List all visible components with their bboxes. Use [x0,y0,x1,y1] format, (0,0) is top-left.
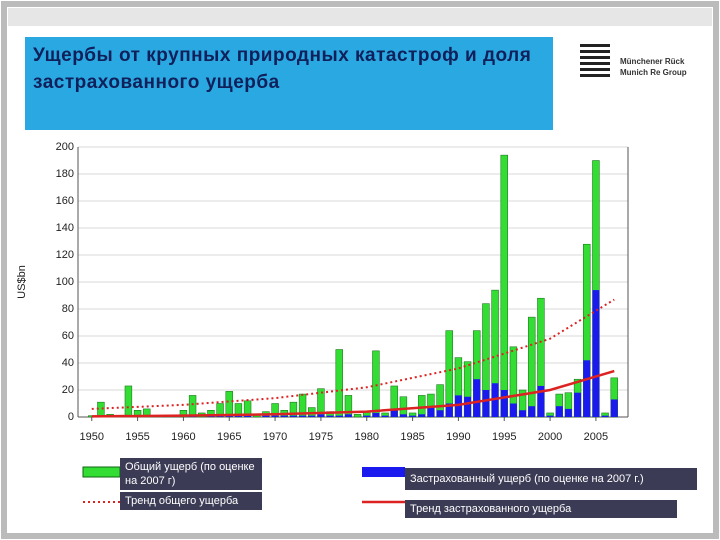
logo: Münchener Rück Munich Re Group [620,56,687,78]
bar [564,408,572,417]
bar [528,406,536,417]
bar [317,414,325,417]
bar [546,415,554,417]
bar [188,395,197,418]
legend-swatch [82,466,121,478]
bar [262,415,270,417]
x-tick-label: 2005 [584,431,608,443]
bar [179,410,188,418]
x-tick-label: 1985 [400,431,424,443]
bar [454,395,462,417]
y-tick-label: 60 [62,330,74,342]
bar [601,415,609,417]
bar [418,414,426,417]
legend-label: Тренд застрахованного ущерба [405,500,677,518]
bar [353,414,362,418]
y-axis-label: US$bn [16,265,28,299]
legend-label: Общий ущерб (по оценке на 2007 г) [120,458,262,490]
bar [436,410,444,417]
bar [335,349,343,418]
top-band [8,8,712,26]
bar [528,316,536,418]
bar [482,390,490,417]
y-tick-label: 120 [56,249,74,261]
bar [225,391,233,418]
bar [381,415,389,417]
x-tick-label: 2000 [538,431,562,443]
x-tick-label: 1960 [171,431,195,443]
legend-label: Застрахованный ущерб (по оценке на 2007 … [405,468,697,490]
bar [399,414,407,417]
logo-icon [580,44,610,77]
x-tick-label: 1980 [355,431,379,443]
y-tick-label: 200 [56,141,74,153]
bar [124,385,133,418]
x-tick-label: 1995 [492,431,516,443]
y-tick-label: 40 [62,357,74,369]
title: Ущербы от крупных природных катастроф и … [25,37,553,130]
bar [555,406,563,417]
x-tick-label: 1955 [125,431,149,443]
y-tick-label: 160 [56,195,74,207]
bar [519,410,527,417]
bar [234,415,242,417]
trend-line [91,369,615,418]
bar [326,415,334,417]
bar [344,395,353,418]
bar [610,399,618,417]
bar [363,415,371,417]
logo-line: Munich Re Group [620,68,687,77]
x-tick-label: 1975 [309,431,333,443]
x-tick-label: 1970 [263,431,287,443]
y-tick-label: 20 [62,384,74,396]
bar [537,385,545,417]
x-tick-label: 1965 [217,431,241,443]
bar [299,415,307,417]
y-tick-label: 100 [56,276,74,288]
bar [372,350,380,418]
x-tick-label: 1990 [446,431,470,443]
legend-swatch [362,467,405,477]
bar [583,360,591,417]
bar [445,403,453,417]
x-tick-label: 1950 [80,431,104,443]
bar [409,415,417,417]
y-tick-label: 0 [68,411,74,423]
bar [473,379,481,417]
trend-line [91,298,615,410]
bar [500,390,508,417]
bar [372,412,380,417]
bar [335,415,343,417]
bar [308,415,316,417]
bar [574,392,582,417]
bar [244,415,252,417]
legend-label: Тренд общего ущерба [120,492,262,510]
y-tick-label: 80 [62,303,74,315]
bar [289,415,297,417]
logo-line: Münchener Rück [620,57,685,66]
bar [592,290,600,417]
bar [280,415,288,417]
bar [390,410,398,417]
bar [464,396,472,417]
bar [427,407,435,417]
y-tick-label: 180 [56,168,74,180]
bar [399,396,408,418]
bar [500,154,508,418]
y-tick-label: 140 [56,222,74,234]
bar [271,415,279,417]
bar [509,403,517,417]
bar [344,414,352,417]
